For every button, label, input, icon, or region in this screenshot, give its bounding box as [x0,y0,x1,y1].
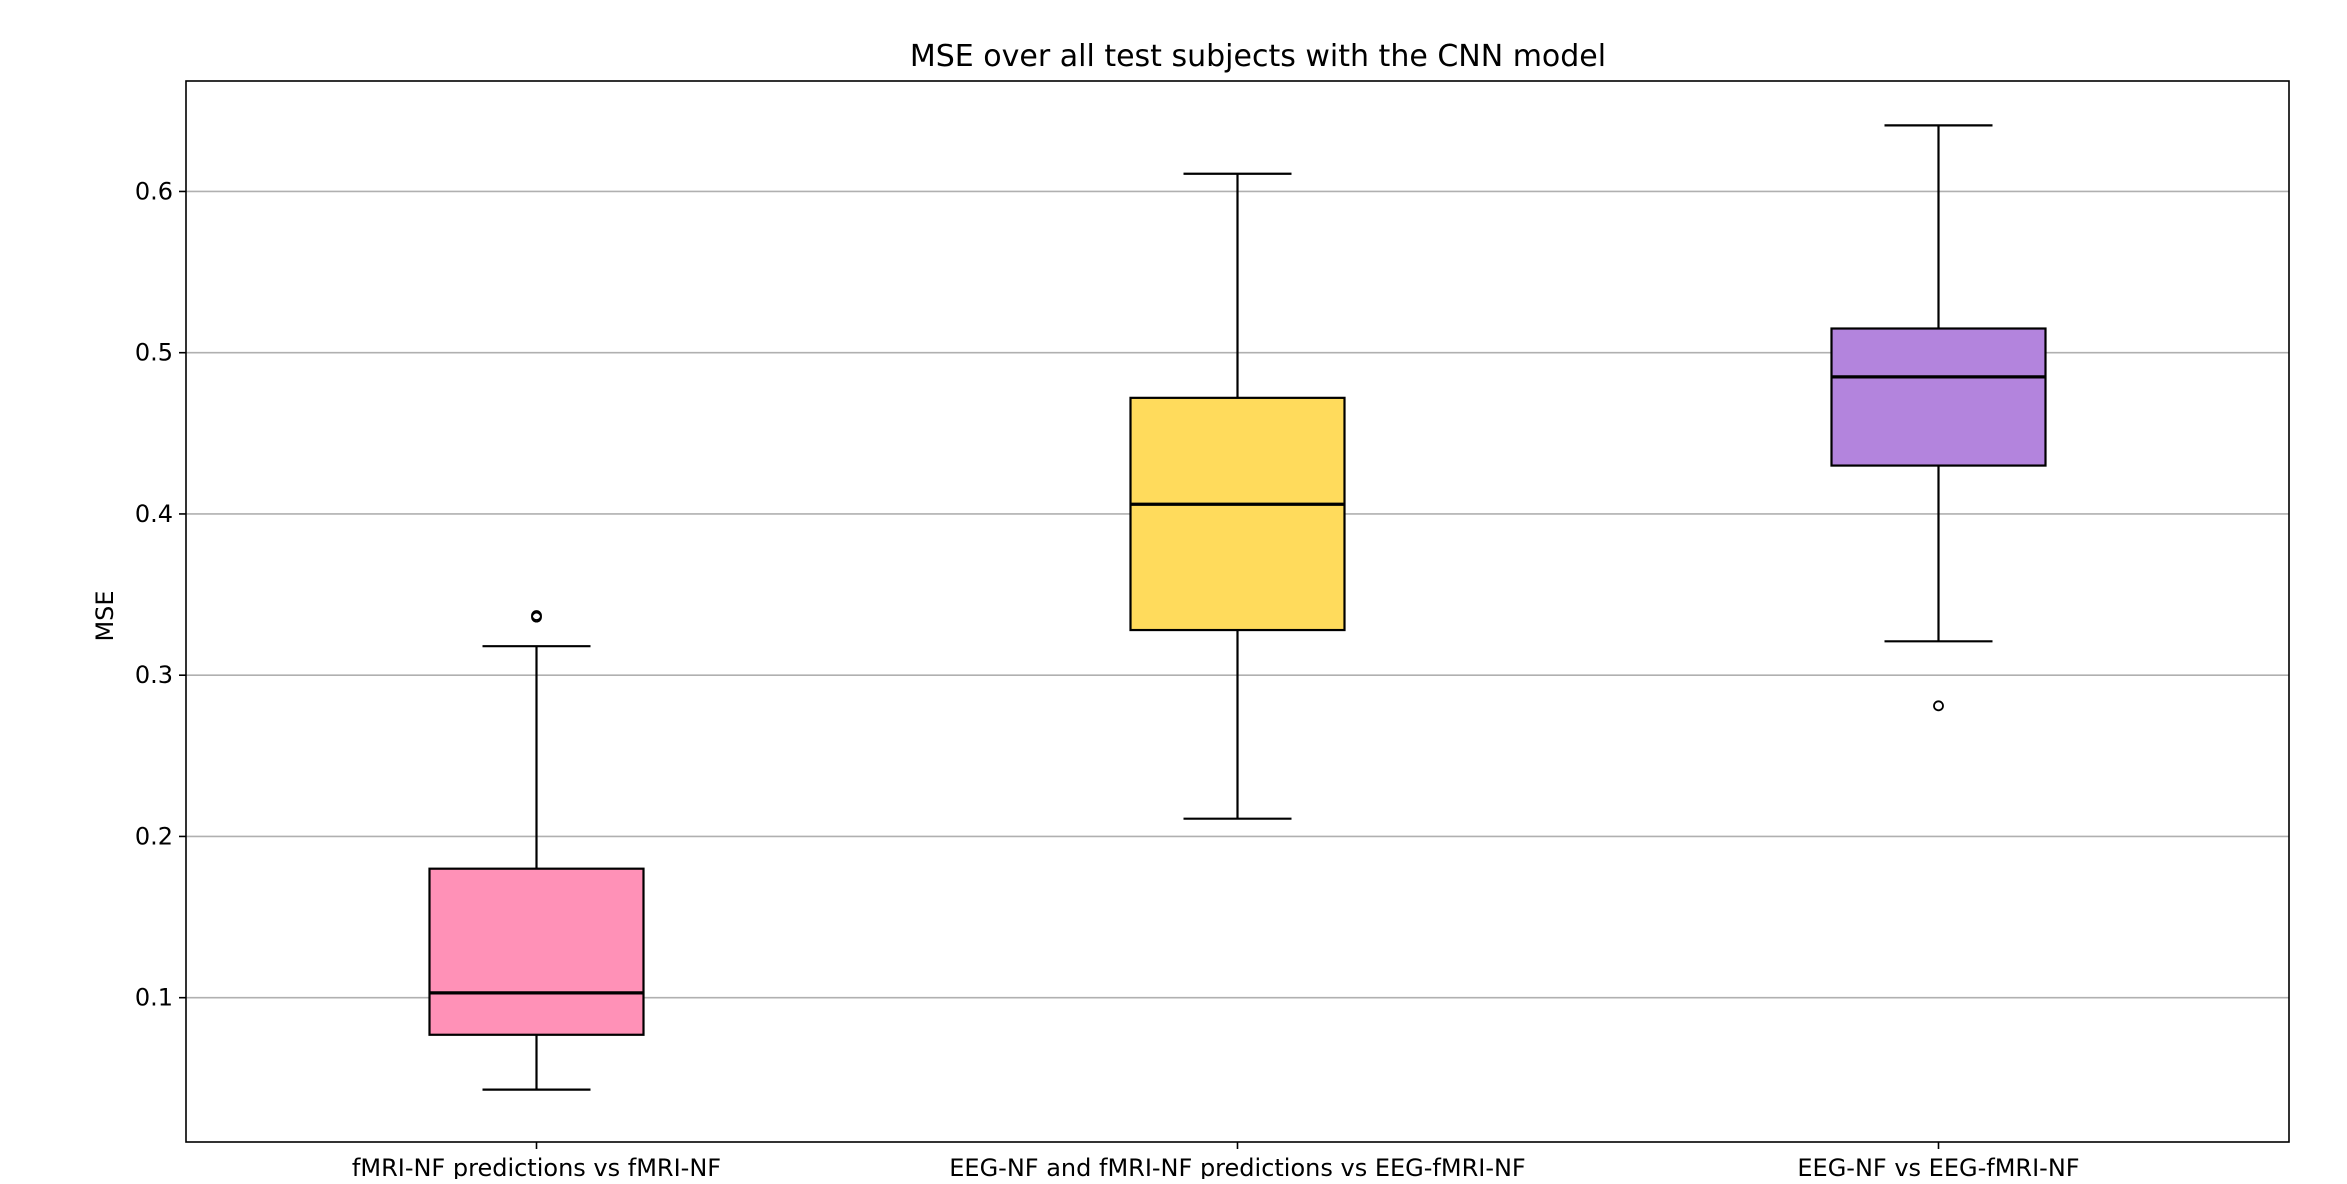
outlier-point [531,610,542,621]
box-group-3 [1830,124,2047,712]
x-tick-label: EEG-NF vs EEG-fMRI-NF [1797,1154,2079,1179]
box-group-1 [428,610,645,1091]
x-tick-label: fMRI-NF predictions vs fMRI-NF [352,1154,721,1179]
axis-layer: 0.1 0.2 0.3 0.4 0.5 0.6 fMRI-NF predictions vs… [135,177,2080,1182]
y-tick-label: 0.2 [135,822,173,850]
box-group-2 [1129,172,1346,820]
box-layer [428,124,2047,1091]
y-axis-label: MSE [91,590,119,641]
box-iqr [1830,327,2047,467]
chart-title: MSE over all test subjects with the CNN … [910,39,1606,74]
y-tick-label: 0.5 [135,339,173,367]
y-tick-label: 0.6 [135,177,173,205]
outlier-point [1933,700,1944,712]
box-iqr [1129,396,1346,632]
y-tick-label: 0.3 [135,661,173,689]
y-tick-label: 0.4 [135,500,173,528]
y-tick-label: 0.1 [135,984,173,1012]
x-tick-label: EEG-NF and fMRI-NF predictions vs EEG-fM… [949,1154,1526,1179]
box-iqr [428,867,645,1036]
